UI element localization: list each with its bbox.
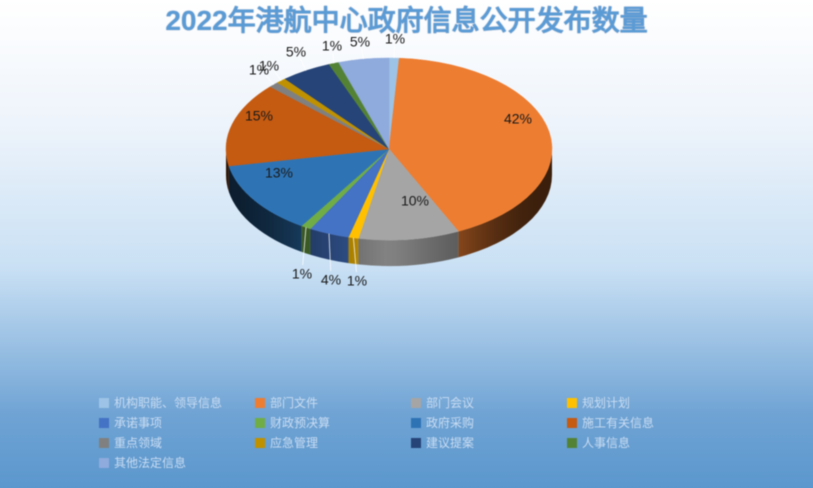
svg-text:15%: 15% [245, 108, 273, 124]
svg-text:1%: 1% [322, 38, 342, 54]
svg-text:4%: 4% [321, 272, 341, 288]
svg-text:1%: 1% [292, 266, 312, 282]
svg-text:1%: 1% [385, 31, 405, 47]
svg-text:5%: 5% [350, 34, 370, 50]
svg-text:1%: 1% [347, 273, 367, 289]
svg-text:10%: 10% [401, 193, 429, 209]
svg-text:1%: 1% [259, 58, 279, 74]
svg-text:42%: 42% [504, 111, 532, 127]
svg-text:13%: 13% [265, 165, 293, 181]
svg-text:5%: 5% [286, 44, 306, 60]
